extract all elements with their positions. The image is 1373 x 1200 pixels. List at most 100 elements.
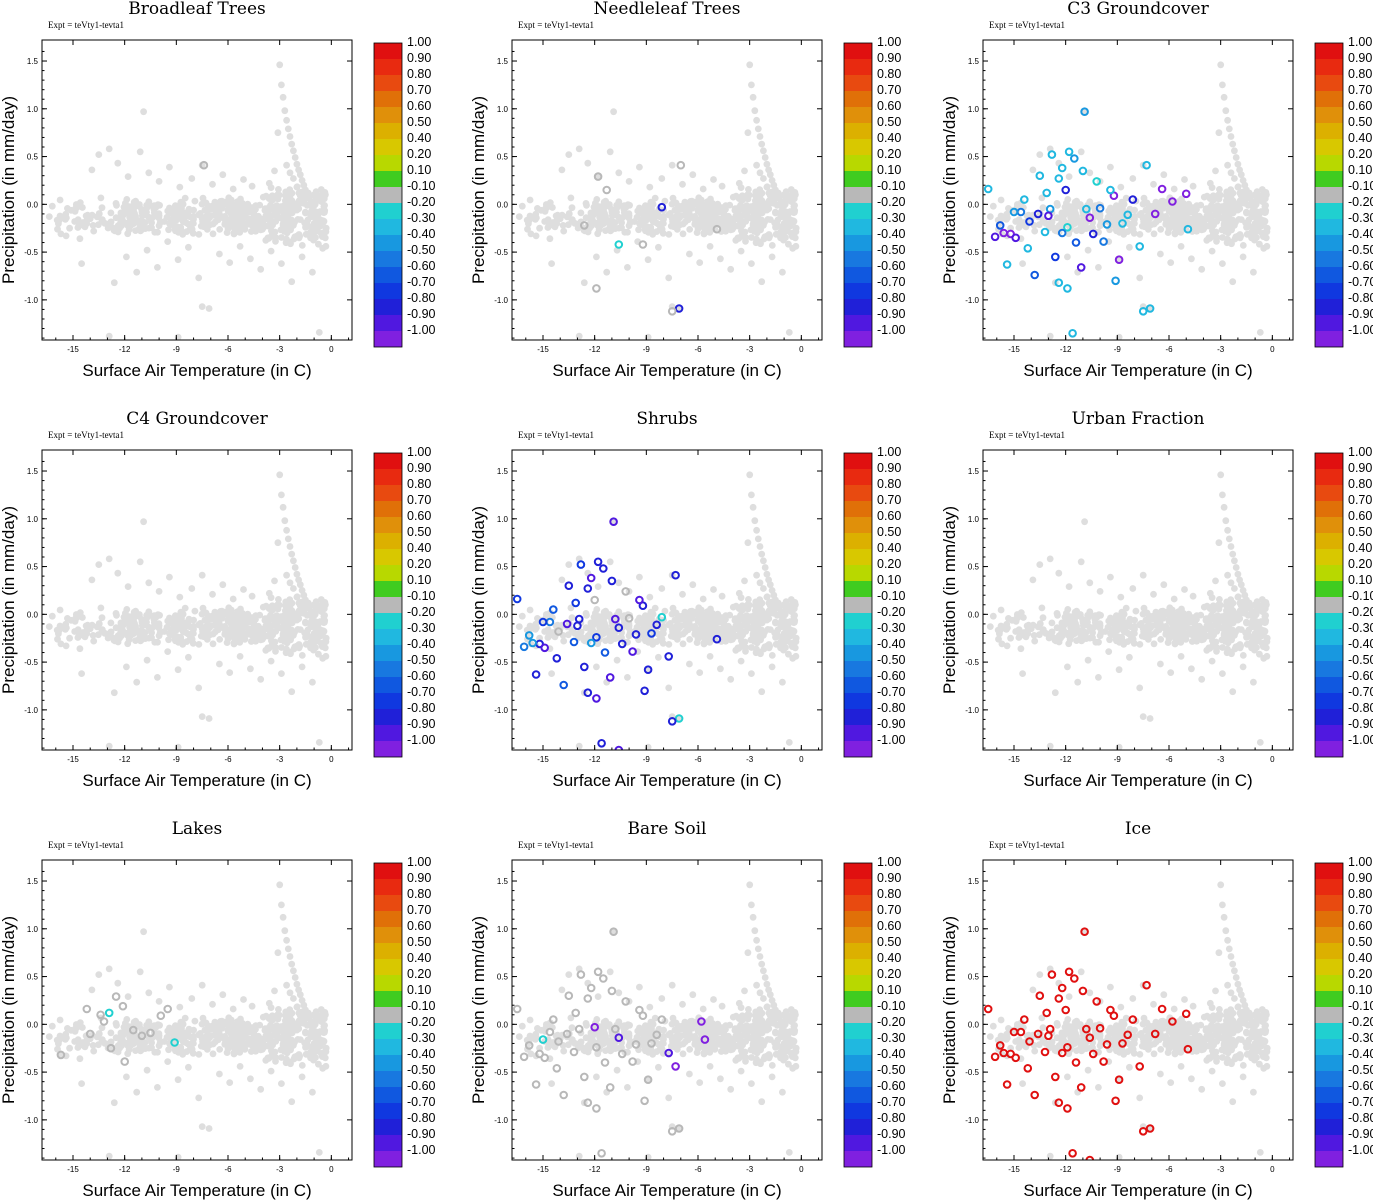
data-point [1118,219,1127,228]
bg-point [1064,606,1072,613]
colorbar-frame [843,452,873,758]
y-tick-label: 0.0 [497,610,509,619]
x-tick-label: -15 [537,755,549,764]
bg-point [217,198,224,205]
bg-point [233,216,241,224]
bg-point [105,145,113,153]
colorbar-label: -0.80 [407,701,436,715]
bg-point [785,329,793,336]
bg-point [1017,645,1025,653]
bg-point [651,209,659,217]
data-point [1040,227,1050,237]
bg-point [1227,598,1235,606]
bg-point [309,613,316,621]
bg-point [760,557,767,565]
x-tick-label: -12 [119,755,131,764]
colorbar-swatch [1315,613,1343,629]
bg-point [1198,226,1206,234]
bg-point [532,232,540,240]
bg-point [1213,208,1221,216]
bg-point [1188,255,1195,263]
bg-point [1113,624,1121,632]
bg-point [699,205,707,213]
bg-point [732,212,740,220]
bg-point [772,223,779,231]
expt-label: Expt = teVty1-tevta1 [48,430,124,440]
colorbar-label: 0.20 [877,557,901,571]
bg-point [1165,225,1173,233]
bg-point [286,188,294,196]
bg-point [1164,630,1172,638]
bg-point [1203,236,1211,244]
colorbar-swatch [844,123,872,139]
bg-point [228,621,235,629]
colorbar-swatch [844,693,872,709]
plot-area [45,881,330,1160]
data-point [602,185,611,195]
colorbar-swatch [844,91,872,107]
bg-point [1203,212,1211,220]
bg-point [272,618,280,626]
data-point [592,284,601,293]
bg-point [735,179,743,187]
bg-point [129,213,137,221]
bg-point [1261,209,1269,217]
bg-point [642,202,649,210]
bg-point [1170,185,1178,193]
bg-point [293,183,301,191]
colorbar-label: 0.20 [407,147,431,161]
bg-point [687,198,694,205]
bg-point [1157,226,1165,233]
bg-point [178,204,185,212]
bg-point [563,213,571,221]
bg-point [1262,234,1270,242]
bg-point [1198,636,1206,644]
bg-point [715,218,723,225]
bg-point [124,616,132,624]
bg-point [185,653,192,661]
colorbar-frame [373,42,403,348]
bg-point [1027,625,1035,633]
bg-point [568,216,576,224]
bg-point [1234,160,1242,168]
bg-point [788,198,795,206]
bg-point [1217,214,1225,222]
panel-title: C4 Groundcover [126,409,268,429]
bg-point [138,226,145,234]
data-point [1035,171,1045,180]
colorbar-swatch [844,501,872,517]
bg-point [117,211,125,219]
bg-point [1146,715,1154,722]
x-tick-label: 0 [329,345,334,354]
bg-point [1227,133,1235,140]
bg-point [286,133,294,140]
bg-point [229,595,237,603]
bg-point [779,203,786,211]
data-point [562,619,572,629]
bg-point [1095,674,1102,681]
bg-point [1058,621,1066,629]
bg-point [95,631,102,639]
bg-point [1239,242,1247,249]
bg-point [536,224,543,232]
bg-point [1259,198,1266,206]
bg-point [172,214,180,222]
bg-point [1082,621,1090,629]
bg-point [281,107,289,115]
colorbar-label: -0.90 [877,717,906,731]
colorbar-label: 0.60 [1348,99,1372,113]
colorbar-label: 0.90 [877,51,901,65]
colorbar-label: -0.30 [877,211,906,225]
y-tick-label: -0.5 [494,658,508,667]
bg-point [726,611,734,619]
bg-point [166,163,173,171]
bg-point [1260,217,1268,225]
plot-frame [511,449,823,751]
bg-point [1029,576,1037,584]
colorbar-swatch [374,123,402,139]
bg-point [195,641,203,648]
colorbar-swatch [1315,155,1343,171]
bg-point [1191,210,1199,218]
bg-point [298,253,306,261]
